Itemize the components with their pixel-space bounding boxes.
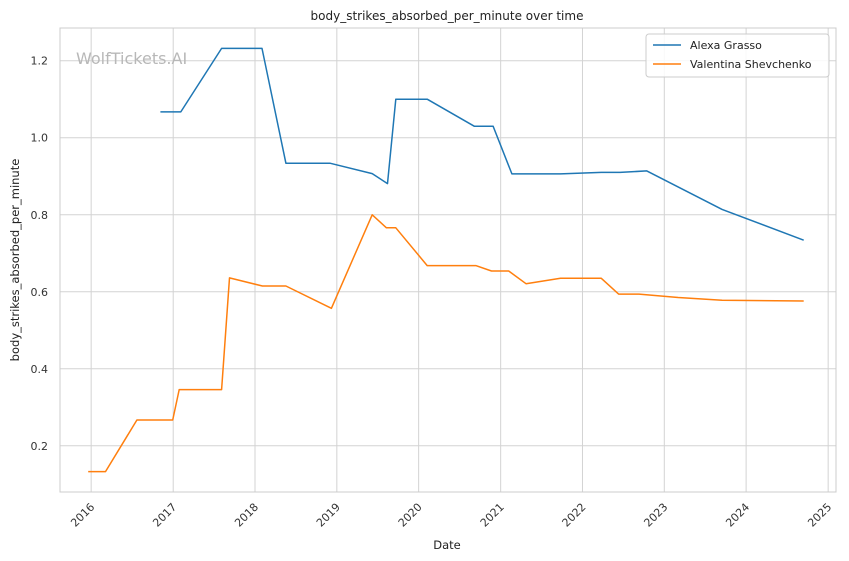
y-tick-label: 1.0 xyxy=(31,132,49,145)
x-tick-label: 2020 xyxy=(396,501,425,530)
grid-lines xyxy=(60,28,836,492)
legend-label-alexa-grasso: Alexa Grasso xyxy=(690,39,762,52)
x-tick-label: 2023 xyxy=(641,501,670,530)
series-line-valentina-shevchenko xyxy=(88,214,804,473)
x-tick-label: 2022 xyxy=(560,501,589,530)
x-tick-labels: 2016 2017 2018 2019 2020 2021 2022 2023 2024 2025 xyxy=(68,501,834,530)
y-tick-label: 0.4 xyxy=(31,363,49,376)
y-tick-label: 0.8 xyxy=(31,209,49,222)
x-tick-label: 2017 xyxy=(150,501,179,530)
plot-area xyxy=(59,27,837,493)
y-axis-title: body_strikes_absorbed_per_minute xyxy=(8,159,22,362)
y-tick-labels: 0.2 0.4 0.6 0.8 1.0 1.2 xyxy=(31,55,49,453)
x-axis-title: Date xyxy=(433,538,461,552)
legend-label-valentina-shevchenko: Valentina Shevchenko xyxy=(690,58,812,71)
series-line-alexa-grasso xyxy=(160,47,804,241)
x-tick-label: 2025 xyxy=(805,501,834,530)
legend-box xyxy=(645,33,830,78)
x-tick-label: 2019 xyxy=(314,501,343,530)
legend: Alexa Grasso Valentina Shevchenko xyxy=(645,33,830,78)
y-tick-label: 0.6 xyxy=(31,286,49,299)
x-tick-label: 2016 xyxy=(68,501,97,530)
x-tick-label: 2024 xyxy=(723,501,752,530)
y-tick-label: 0.2 xyxy=(31,440,49,453)
y-tick-label: 1.2 xyxy=(31,55,49,68)
series-layer xyxy=(88,47,804,473)
watermark: WolfTickets.AI xyxy=(76,49,187,68)
chart-title: body_strikes_absorbed_per_minute over ti… xyxy=(311,9,584,23)
x-tick-label: 2021 xyxy=(478,501,507,530)
x-tick-label: 2018 xyxy=(232,501,261,530)
